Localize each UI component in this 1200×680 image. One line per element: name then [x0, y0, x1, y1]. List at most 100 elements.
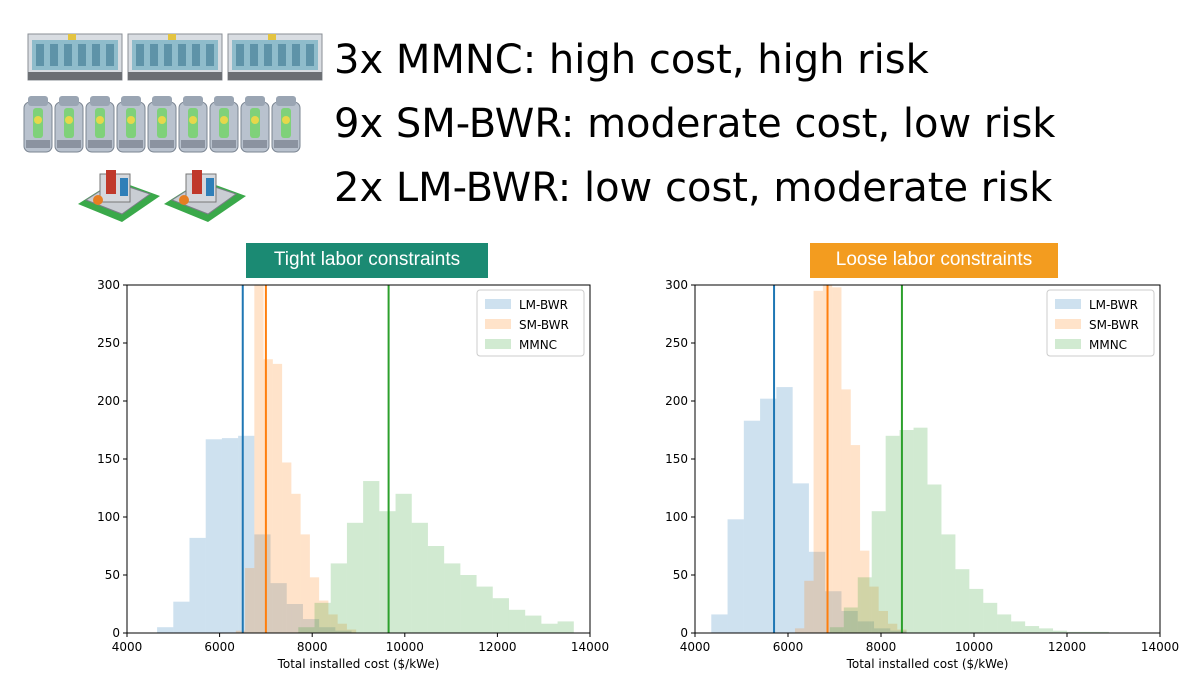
bar: [314, 602, 331, 633]
bar: [941, 534, 956, 633]
sm-bwr-reactor-icon: [178, 96, 208, 153]
bar: [282, 462, 292, 633]
legend: LM-BWR SM-BWR MMNC: [476, 289, 585, 357]
bar: [270, 583, 287, 633]
reactor-icons: [23, 33, 323, 222]
bar: [832, 287, 842, 633]
bar: [1094, 631, 1109, 633]
bar: [460, 575, 477, 633]
y-tick-label: 250: [97, 336, 120, 350]
bar: [205, 439, 222, 633]
bar: [508, 609, 526, 633]
y-tick-label: 150: [97, 452, 120, 466]
legend-swatch: [485, 319, 511, 329]
series-mmnc: [829, 427, 1109, 633]
x-tick-label: 8000: [866, 640, 897, 654]
bar: [1025, 626, 1040, 633]
y-tick-label: 100: [665, 510, 688, 524]
bar: [411, 522, 428, 633]
bar: [841, 389, 851, 633]
sm-bwr-reactor-icon: [240, 96, 270, 153]
bar: [330, 563, 347, 633]
bar: [743, 420, 761, 633]
bar: [157, 627, 174, 633]
bar: [272, 363, 283, 633]
legend-swatch: [1055, 319, 1081, 329]
bar: [955, 569, 970, 633]
series-mmnc: [298, 481, 574, 633]
bar: [927, 484, 942, 633]
bar: [173, 601, 190, 633]
bar: [869, 586, 879, 633]
legend-swatch: [485, 339, 511, 349]
bar: [804, 580, 814, 633]
x-tick-label: 12000: [478, 640, 516, 654]
x-tick-label: 12000: [1048, 640, 1086, 654]
mmnc-module-icon: [127, 33, 223, 81]
y-tick-label: 0: [680, 626, 688, 640]
bar: [291, 493, 301, 633]
bar: [254, 285, 264, 633]
bar: [860, 550, 870, 633]
legend-label: MMNC: [519, 338, 557, 352]
bar: [235, 630, 246, 633]
bar: [792, 483, 809, 633]
y-tick-label: 100: [97, 510, 120, 524]
y-tick-label: 50: [105, 568, 120, 582]
bar: [808, 551, 826, 633]
bar: [794, 628, 805, 633]
x-tick-label: 6000: [204, 640, 235, 654]
headline-sm-bwr: 9x SM-BWR: moderate cost, low risk: [334, 101, 1056, 147]
bar: [395, 493, 412, 633]
bar: [302, 619, 320, 633]
lm-bwr-plant-icon: [164, 170, 246, 222]
bar: [346, 522, 364, 633]
bar: [843, 607, 858, 633]
y-tick-label: 300: [665, 278, 688, 292]
y-tick-label: 150: [665, 452, 688, 466]
bar: [829, 627, 844, 633]
bar: [319, 600, 329, 633]
bar: [1053, 630, 1067, 633]
legend: LM-BWR SM-BWR MMNC: [1046, 289, 1155, 357]
bar: [727, 519, 744, 633]
bar: [1011, 621, 1026, 633]
x-axis-label: Total installed cost ($/kWe): [277, 657, 440, 671]
bar: [444, 563, 461, 633]
bar: [983, 602, 998, 633]
bar: [263, 359, 273, 633]
bar: [328, 614, 338, 633]
y-tick-label: 200: [665, 394, 688, 408]
bar: [541, 623, 558, 633]
bar: [871, 511, 886, 633]
sm-bwr-reactor-icon: [147, 96, 177, 153]
bar: [969, 588, 984, 633]
bar: [857, 621, 875, 633]
bar: [363, 481, 380, 633]
bar: [346, 629, 357, 633]
bar: [335, 630, 352, 633]
bar: [476, 586, 493, 633]
bar: [1039, 628, 1054, 633]
bar: [319, 627, 336, 633]
bar: [878, 610, 888, 633]
headline-mmnc: 3x MMNC: high cost, high risk: [334, 37, 929, 83]
x-tick-label: 10000: [955, 640, 993, 654]
legend-label: LM-BWR: [519, 298, 568, 312]
x-tick-label: 8000: [297, 640, 328, 654]
y-tick-label: 250: [665, 336, 688, 350]
bar: [813, 290, 823, 633]
y-tick-label: 50: [673, 568, 688, 582]
bar: [913, 427, 928, 633]
bar: [300, 534, 310, 633]
bar: [427, 546, 445, 633]
chart-panel-0: 4000 6000 8000 10000 12000 14000 0 50 100 150 200 2…: [97, 278, 609, 671]
x-tick-label: 4000: [680, 640, 711, 654]
sm-bwr-reactor-icon: [271, 96, 301, 153]
series-sm-bwr: [235, 285, 357, 633]
chart-title-tight: Tight labor constraints: [246, 243, 488, 278]
legend-label: MMNC: [1089, 338, 1127, 352]
bar: [525, 615, 542, 633]
y-tick-label: 0: [112, 626, 120, 640]
